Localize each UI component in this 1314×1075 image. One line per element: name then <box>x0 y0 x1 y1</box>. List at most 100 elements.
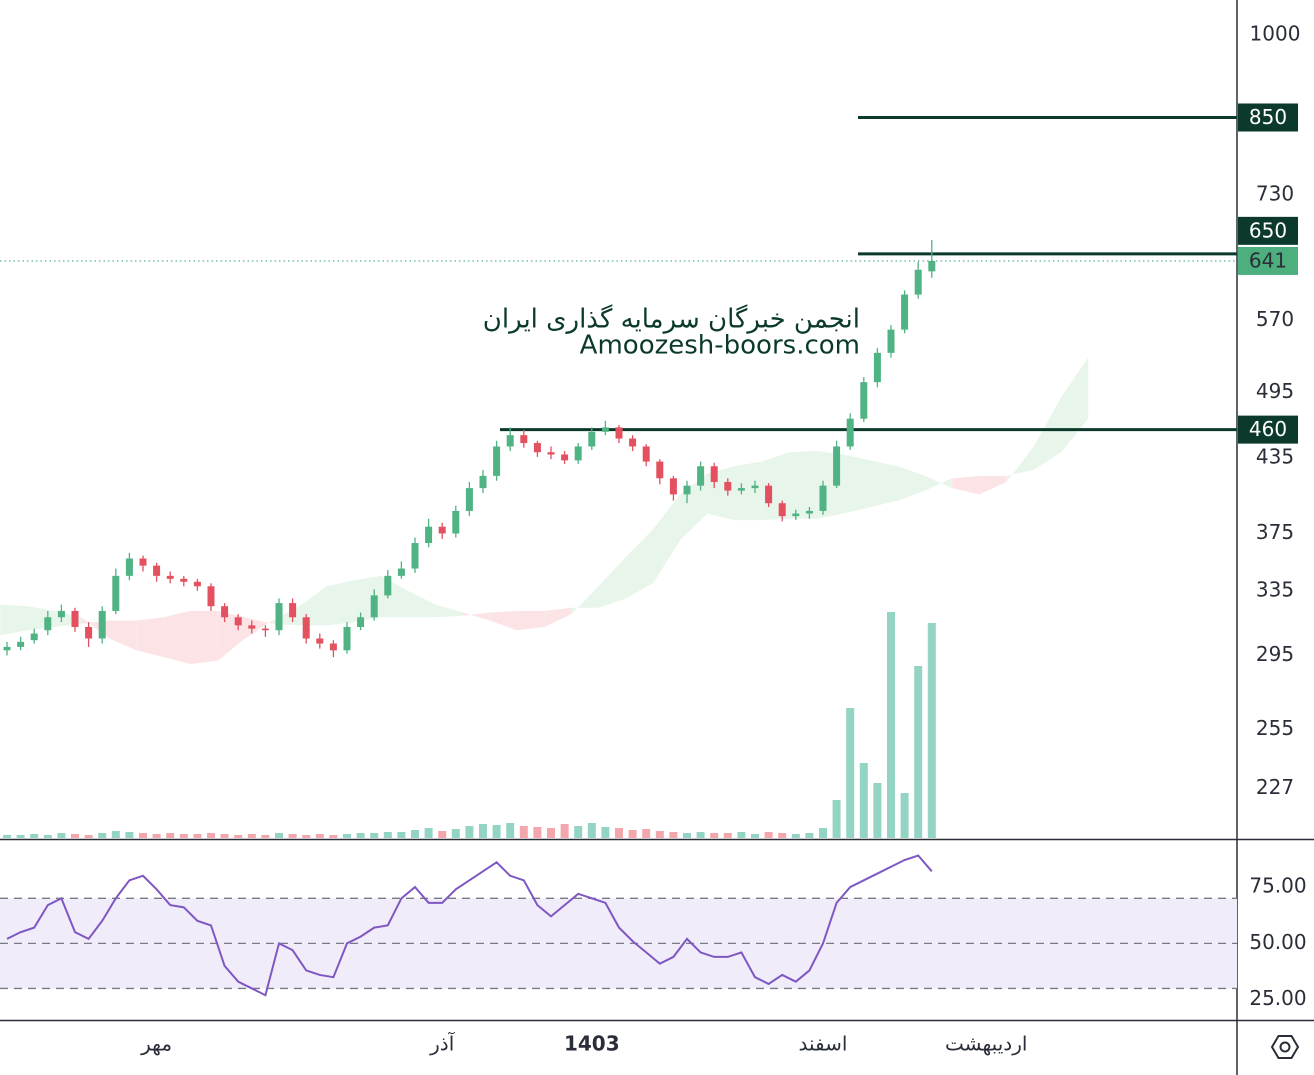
axis-layer: 1000 730 570 495 435 375 335 295 255 227 مهر آذر 140… <box>140 21 1307 1055</box>
candle-body <box>860 382 868 419</box>
cloud-segment <box>544 607 572 627</box>
volume-bar <box>111 831 120 838</box>
candle-body <box>561 454 569 461</box>
volume-bar <box>887 612 895 838</box>
y-tick-label: 227 <box>1256 775 1294 799</box>
candle-body <box>656 461 664 479</box>
volume-bar <box>288 834 297 838</box>
volume-bar <box>723 833 732 838</box>
volume-bar <box>492 825 501 838</box>
candle-body <box>85 626 93 639</box>
volume-bar <box>179 834 188 838</box>
level-label-box <box>1238 415 1298 444</box>
y-tick-label: 375 <box>1256 520 1294 544</box>
volume-bar <box>424 828 433 838</box>
level-label: 650 <box>1249 218 1287 242</box>
cloud-segment <box>925 475 953 491</box>
candle-body <box>710 466 718 482</box>
cloud-segment <box>734 461 762 521</box>
candle-body <box>819 485 827 511</box>
cloud-segment <box>789 451 817 519</box>
volume-bar <box>805 833 814 838</box>
candle-body <box>153 565 161 576</box>
cloud-segment <box>653 494 681 584</box>
volume-bar <box>438 831 447 838</box>
volume-bar <box>655 831 664 838</box>
candle-body <box>588 431 596 447</box>
volume-bar <box>778 833 787 838</box>
candle-body <box>370 595 378 618</box>
candle-body <box>234 617 242 626</box>
volume-bar <box>71 834 79 838</box>
candle-body <box>642 446 650 462</box>
candle-body <box>683 485 691 495</box>
candle-body <box>792 513 800 517</box>
volume-bar <box>506 823 515 838</box>
rsi-tick-label: 50.00 <box>1249 930 1306 954</box>
volume-bar <box>519 826 528 838</box>
candle-body <box>615 427 623 439</box>
candle-body <box>574 446 582 461</box>
volume-bar <box>669 832 678 838</box>
watermark-title: انجمن خبرگان سرمایه گذاری ایران <box>483 304 860 335</box>
level-label-box <box>1238 216 1298 245</box>
volume-bar <box>873 783 882 838</box>
volume-bar <box>832 800 841 838</box>
watermark-url: Amoozesh-boors.com <box>580 331 860 361</box>
volume-bar <box>84 835 93 838</box>
cloud-segment <box>952 475 980 495</box>
candle-body <box>125 558 133 576</box>
volume-bar <box>560 824 569 838</box>
last-price-label: 641 <box>1249 248 1287 272</box>
volume-bar <box>683 833 691 838</box>
candle-body <box>479 475 487 489</box>
last-price-box <box>1238 246 1298 275</box>
candle-body <box>629 438 637 447</box>
cloud-segment <box>979 475 1007 495</box>
volume-bar <box>927 623 936 838</box>
candle-body <box>343 626 351 651</box>
cloud-segment <box>109 620 137 651</box>
candle-body <box>425 526 433 544</box>
candle-body <box>669 478 677 495</box>
volume-bar <box>193 834 202 838</box>
candle-body <box>261 628 269 631</box>
cloud-segment <box>571 586 599 615</box>
price-layer <box>0 115 1237 658</box>
volume-bar <box>615 828 623 838</box>
volume-bar <box>397 832 406 838</box>
candle-body <box>928 260 936 272</box>
volume-bar <box>628 830 637 838</box>
candle-body <box>887 329 895 353</box>
candle-body <box>724 481 732 491</box>
candle-body <box>248 625 256 629</box>
candle-body <box>275 603 283 631</box>
candle-body <box>289 603 297 618</box>
candle-body <box>493 446 501 476</box>
cloud-layer <box>0 357 1089 665</box>
volume-bar <box>710 833 719 838</box>
volume-bar <box>275 833 283 838</box>
cloud-segment <box>326 580 354 626</box>
volume-bar <box>261 835 270 838</box>
settings-icon[interactable] <box>1270 1035 1300 1059</box>
y-tick-label: 570 <box>1256 307 1294 331</box>
candle-body <box>411 543 419 569</box>
cloud-segment <box>163 610 191 665</box>
volume-bar <box>152 834 161 838</box>
rsi-tick-label: 25.00 <box>1249 986 1306 1010</box>
candle-body <box>805 510 813 514</box>
volume-layer <box>3 612 936 838</box>
candle-body <box>697 466 705 486</box>
rsi-layer <box>0 854 1237 997</box>
volume-bar <box>737 832 746 838</box>
candle-body <box>302 617 310 639</box>
volume-bar <box>302 835 311 838</box>
candle-body <box>57 610 65 618</box>
rsi-tick-label: 75.00 <box>1249 874 1306 898</box>
cloud-segment <box>489 610 517 631</box>
level-label-box <box>1238 103 1298 132</box>
candle-body <box>765 485 773 504</box>
candle-body <box>329 643 337 651</box>
